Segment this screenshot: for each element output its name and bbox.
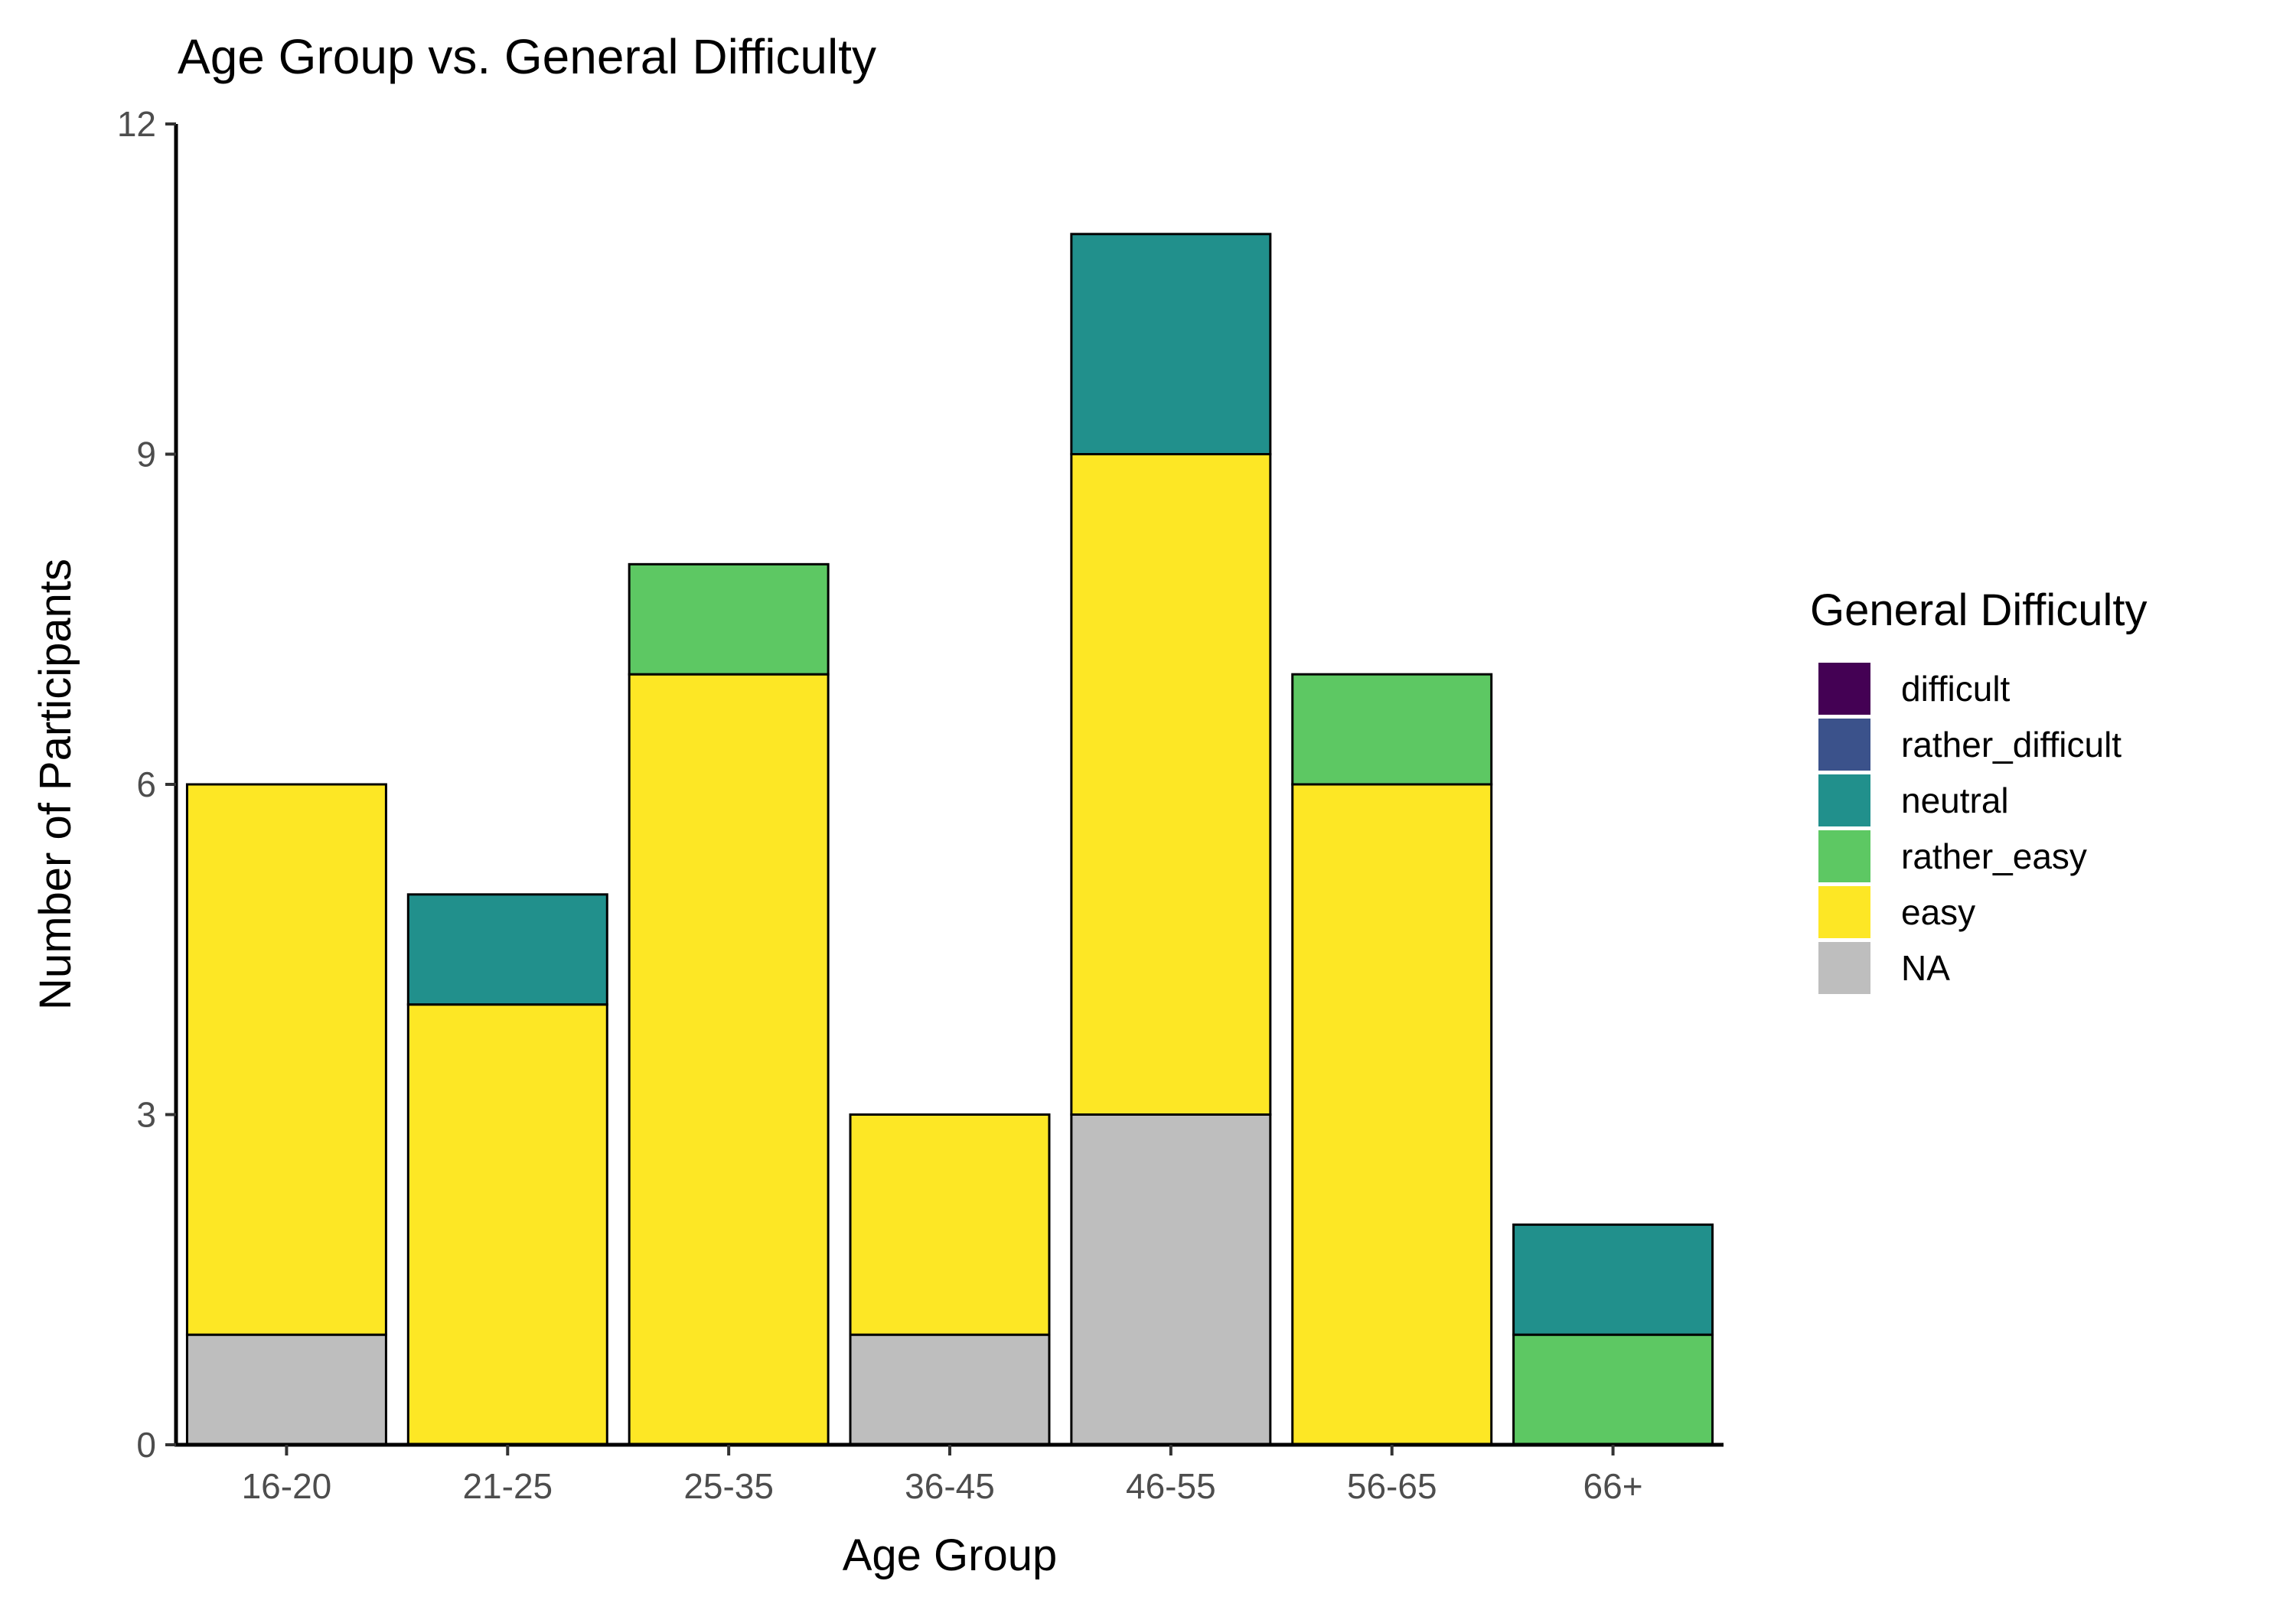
x-tick-label: 21-25 [462, 1466, 553, 1506]
legend-key-neutral [1818, 774, 1870, 826]
x-tick-label: 56-65 [1347, 1466, 1437, 1506]
x-tick-label: 25-35 [683, 1466, 774, 1506]
y-axis-ticks: 0 3 6 9 12 [117, 104, 176, 1465]
legend-key-rather-easy [1818, 830, 1870, 882]
legend-key-na [1818, 942, 1870, 994]
bar-66-neutral [1512, 1223, 1714, 1336]
y-tick-label: 12 [117, 104, 156, 144]
chart-title: Age Group vs. General Difficulty [178, 29, 876, 84]
bar-56-65-easy [1291, 783, 1493, 1446]
bar-46-55-neutral [1070, 233, 1272, 455]
legend-label-neutral: neutral [1901, 781, 2009, 820]
y-tick-label: 3 [136, 1095, 156, 1135]
y-tick-label: 6 [136, 764, 156, 804]
bar-36-45-na [849, 1333, 1051, 1446]
bar-36-45-easy [849, 1113, 1051, 1336]
bar-25-35-easy [628, 673, 830, 1446]
legend-key-difficult [1818, 663, 1870, 715]
y-tick-label: 9 [136, 435, 156, 474]
x-axis-ticks: 16-20 21-25 25-35 36-45 46-55 56-65 66+ [242, 1445, 1643, 1506]
legend-label-difficult: difficult [1901, 669, 2011, 709]
legend-label-rather-difficult: rather_difficult [1901, 725, 2122, 764]
legend-key-easy [1818, 886, 1870, 938]
bar-46-55-na [1070, 1113, 1272, 1446]
y-axis-title: Number of Participants [31, 559, 80, 1010]
x-tick-label: 16-20 [242, 1466, 332, 1506]
legend-label-easy: easy [1901, 892, 1975, 932]
bar-46-55-easy [1070, 453, 1272, 1116]
bar-25-35-rather-easy [628, 562, 830, 676]
bar-16-20-easy [185, 783, 387, 1336]
legend: General Difficulty difficult rather_diffi… [1810, 585, 2148, 994]
x-axis-title: Age Group [843, 1530, 1058, 1580]
x-tick-label: 46-55 [1126, 1466, 1216, 1506]
legend-label-rather-easy: rather_easy [1901, 836, 2087, 876]
legend-title: General Difficulty [1810, 585, 2148, 635]
bar-66-rather-easy [1512, 1333, 1714, 1446]
bar-16-20-na [185, 1333, 387, 1446]
legend-key-rather-difficult [1818, 719, 1870, 771]
legend-label-na: NA [1901, 948, 1950, 988]
x-tick-label: 66+ [1583, 1466, 1643, 1506]
x-tick-label: 36-45 [905, 1466, 995, 1506]
bar-56-65-rather-easy [1291, 673, 1493, 786]
y-tick-label: 0 [136, 1425, 156, 1465]
bar-21-25-easy [406, 1003, 608, 1446]
bar-21-25-neutral [406, 893, 608, 1006]
bars-layer [185, 233, 1714, 1446]
